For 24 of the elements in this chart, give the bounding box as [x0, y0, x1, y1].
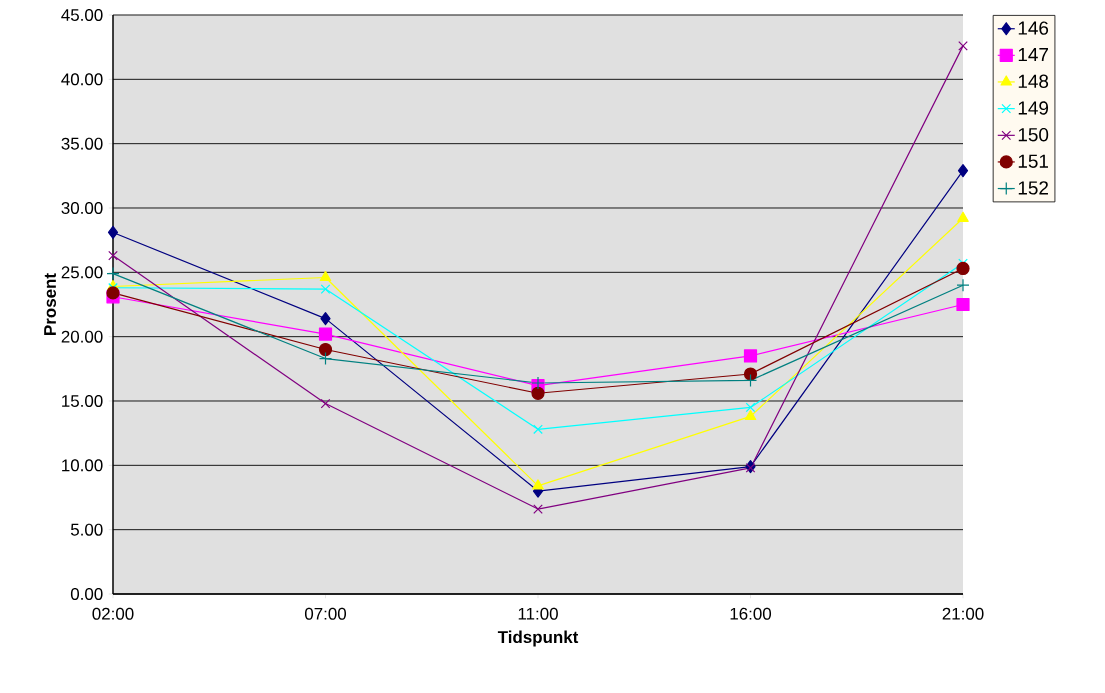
- x-axis-title: Tidspunkt: [497, 630, 579, 647]
- legend-label: 148: [1018, 74, 1049, 88]
- x-tick-label: 07:00: [304, 607, 347, 620]
- x-tick-label: 16:00: [730, 607, 772, 620]
- y-tick-label: 10.00: [62, 459, 103, 472]
- legend-label: 151: [1018, 154, 1048, 168]
- y-tick-label: 20.00: [61, 330, 103, 343]
- legend-label: 152: [1018, 181, 1048, 195]
- y-tick-label: 45.00: [61, 9, 103, 21]
- x-tick-label: 21:00: [942, 607, 984, 620]
- legend-label: 147: [1018, 48, 1048, 62]
- legend-label: 149: [1018, 101, 1049, 115]
- legend-label: 146: [1018, 21, 1049, 35]
- y-tick-label: 5.00: [70, 523, 103, 536]
- y-tick-label: 35.00: [61, 137, 103, 150]
- y-tick-label: 15.00: [62, 395, 103, 407]
- y-tick-label: 0.00: [70, 588, 103, 600]
- y-tick-label: 30.00: [61, 202, 103, 214]
- y-tick-label: 40.00: [61, 73, 103, 86]
- y-axis-title: Prosent: [44, 273, 57, 335]
- legend-label: 150: [1018, 127, 1049, 142]
- y-tick-label: 25.00: [61, 266, 103, 279]
- x-tick-label: 02:00: [92, 607, 134, 620]
- x-tick-label: 11:00: [518, 607, 558, 620]
